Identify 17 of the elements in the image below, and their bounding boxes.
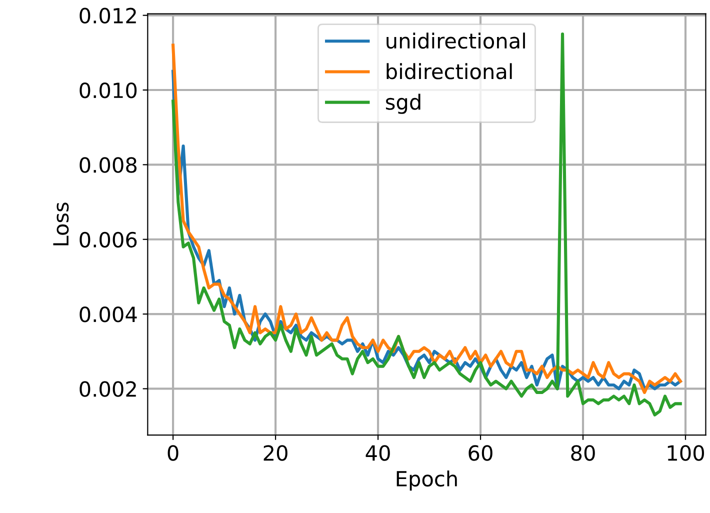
y-tick-label: 0.008: [80, 157, 137, 173]
legend-label: bidirectional: [386, 63, 512, 80]
x-tick-label: 100: [668, 445, 704, 461]
x-tick-label: 80: [571, 445, 595, 461]
legend-label: sgd: [386, 94, 420, 114]
x-axis-title: Epoch: [396, 470, 457, 491]
y-tick-label: 0.012: [80, 8, 136, 24]
y-tick-label: 0.004: [80, 306, 137, 322]
y-tick-label: 0.006: [80, 232, 137, 248]
x-tick-label: 0: [168, 445, 178, 461]
y-tick-label: 0.010: [80, 82, 137, 98]
x-tick-label: 20: [264, 445, 288, 461]
x-tick-label: 60: [468, 445, 492, 461]
x-tick-label: 40: [366, 445, 390, 461]
y-tick-label: 0.002: [80, 381, 136, 397]
legend-label: unidirectional: [386, 32, 525, 49]
y-axis-title: Loss: [53, 202, 69, 246]
